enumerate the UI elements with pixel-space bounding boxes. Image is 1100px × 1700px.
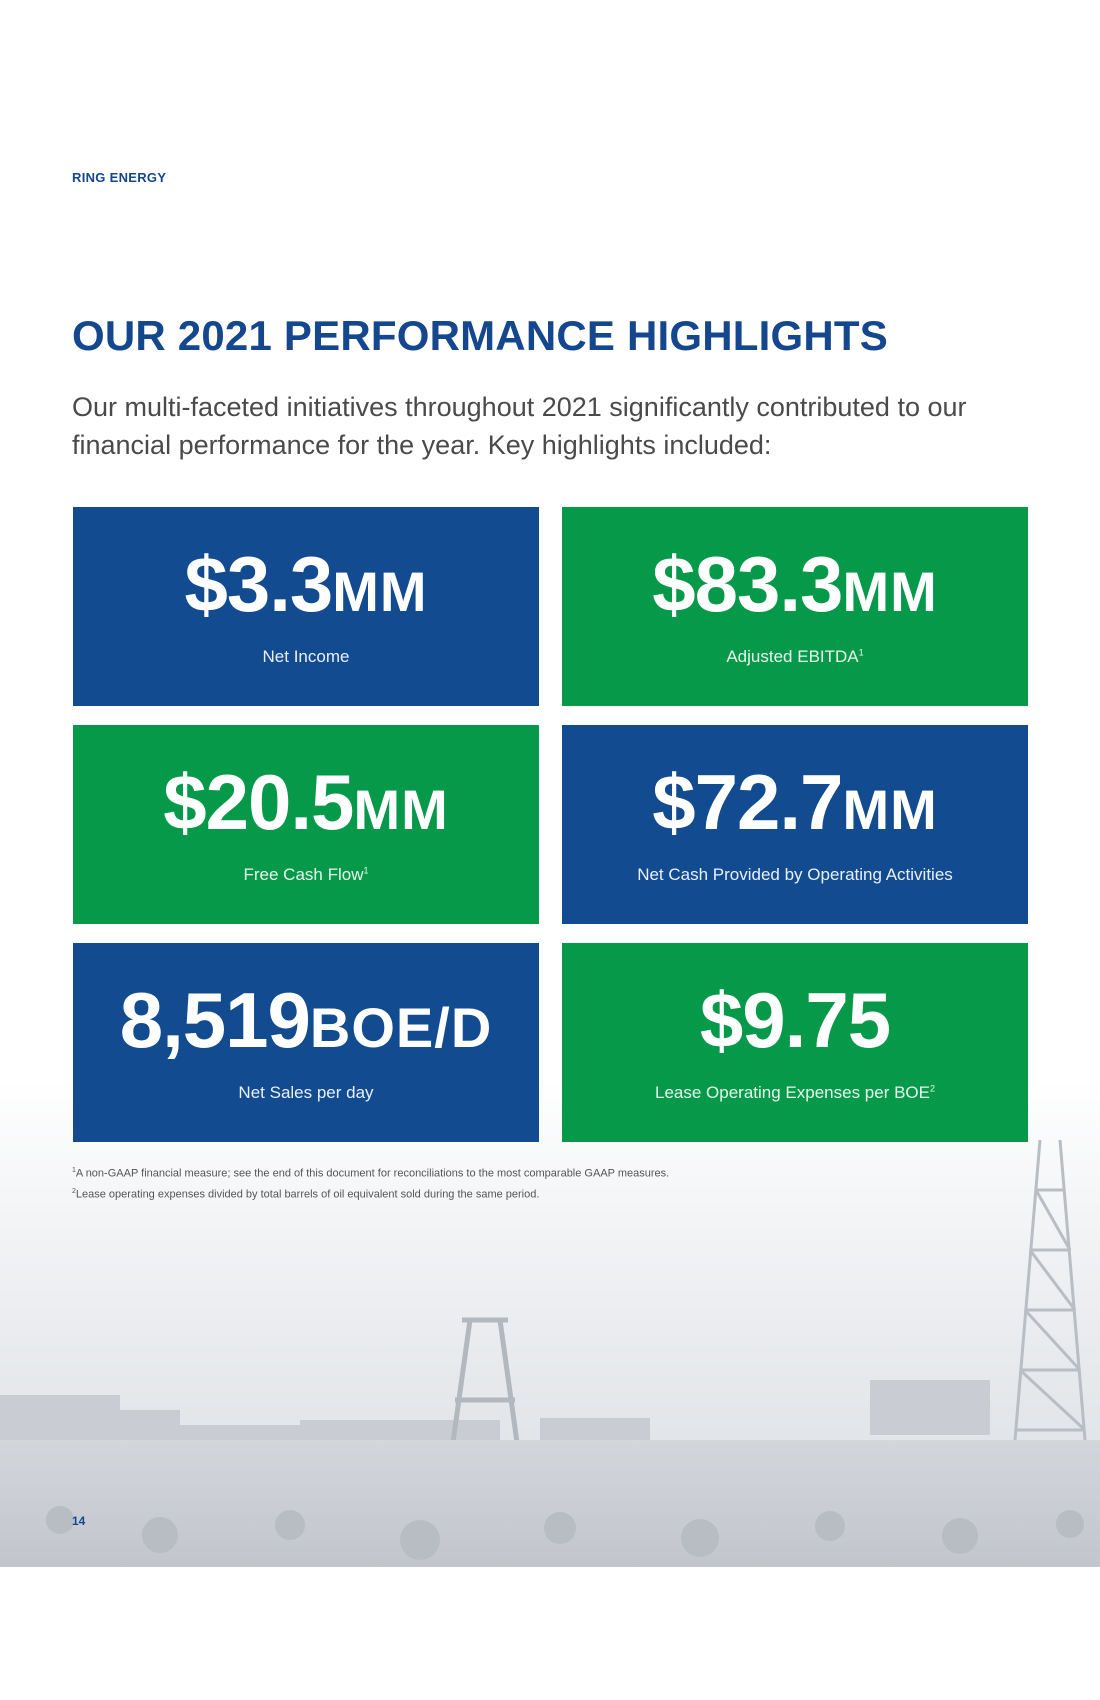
intro-paragraph: Our multi-faceted initiatives throughout…: [72, 392, 967, 460]
highlight-unit: MM: [353, 778, 449, 841]
highlight-adjusted-ebitda: $83.3MM Adjusted EBITDA1: [562, 507, 1028, 706]
highlight-caption-text: Adjusted EBITDA: [726, 647, 859, 666]
highlight-value: $3.3MM: [73, 541, 539, 650]
footnote-marker: 1: [363, 865, 369, 876]
highlight-caption: Free Cash Flow1: [73, 865, 539, 885]
highlight-number: $9.75: [699, 976, 891, 1064]
highlight-caption-text: Net Income: [262, 647, 350, 666]
highlight-net-sales-per-day: 8,519BOE/D Net Sales per day: [73, 943, 539, 1142]
highlight-number: $72.7: [652, 758, 843, 846]
page-title: OUR 2021 PERFORMANCE HIGHLIGHTS: [72, 312, 888, 359]
page-number: 14: [72, 1514, 86, 1528]
footnote-item: 2Lease operating expenses divided by tot…: [72, 1183, 669, 1204]
highlight-caption: Net Cash Provided by Operating Activitie…: [562, 865, 1028, 885]
oilfield-background-image: [0, 1080, 1100, 1567]
highlight-caption-text: Lease Operating Expenses per BOE: [654, 1083, 930, 1102]
footnote-marker: 2: [929, 1083, 935, 1094]
highlight-caption: Lease Operating Expenses per BOE2: [562, 1083, 1028, 1103]
highlights-grid: $3.3MM Net Income $83.3MM Adjusted EBITD…: [73, 507, 1028, 1142]
footnote-marker: 1: [858, 647, 864, 658]
highlight-value: 8,519BOE/D: [73, 977, 539, 1086]
highlight-value: $20.5MM: [73, 759, 539, 868]
highlight-number: $3.3: [184, 540, 333, 628]
highlight-unit: MM: [842, 560, 938, 623]
company-name: RING ENERGY: [72, 170, 167, 185]
highlight-caption: Net Income: [73, 647, 539, 667]
highlight-unit: MM: [332, 560, 428, 623]
footnote-text: A non-GAAP financial measure; see the en…: [75, 1167, 670, 1180]
highlight-value: $9.75: [562, 977, 1028, 1086]
highlight-lease-operating-expenses: $9.75 Lease Operating Expenses per BOE2: [562, 943, 1028, 1142]
highlight-caption-text: Free Cash Flow: [243, 865, 364, 884]
highlight-value: $83.3MM: [562, 541, 1028, 650]
footnotes: 1A non-GAAP financial measure; see the e…: [72, 1162, 669, 1203]
highlight-net-cash-operating: $72.7MM Net Cash Provided by Operating A…: [562, 725, 1028, 924]
highlight-caption: Net Sales per day: [73, 1083, 539, 1103]
highlight-number: $83.3: [652, 540, 843, 628]
footnote-text: Lease operating expenses divided by tota…: [75, 1188, 540, 1201]
footnote-mark: 2: [72, 1187, 76, 1195]
footnote-item: 1A non-GAAP financial measure; see the e…: [72, 1162, 669, 1183]
highlight-caption-text: Net Sales per day: [238, 1083, 374, 1102]
highlight-number: 8,519: [119, 976, 311, 1064]
highlight-unit: MM: [842, 778, 938, 841]
highlight-unit: BOE/D: [309, 996, 493, 1059]
highlight-caption-text: Net Cash Provided by Operating Activitie…: [637, 865, 953, 884]
highlight-free-cash-flow: $20.5MM Free Cash Flow1: [73, 725, 539, 924]
footnote-mark: 1: [72, 1167, 76, 1174]
highlight-number: $20.5: [163, 758, 354, 846]
highlight-net-income: $3.3MM Net Income: [73, 507, 539, 706]
highlight-value: $72.7MM: [562, 759, 1028, 868]
highlight-caption: Adjusted EBITDA1: [562, 647, 1028, 667]
